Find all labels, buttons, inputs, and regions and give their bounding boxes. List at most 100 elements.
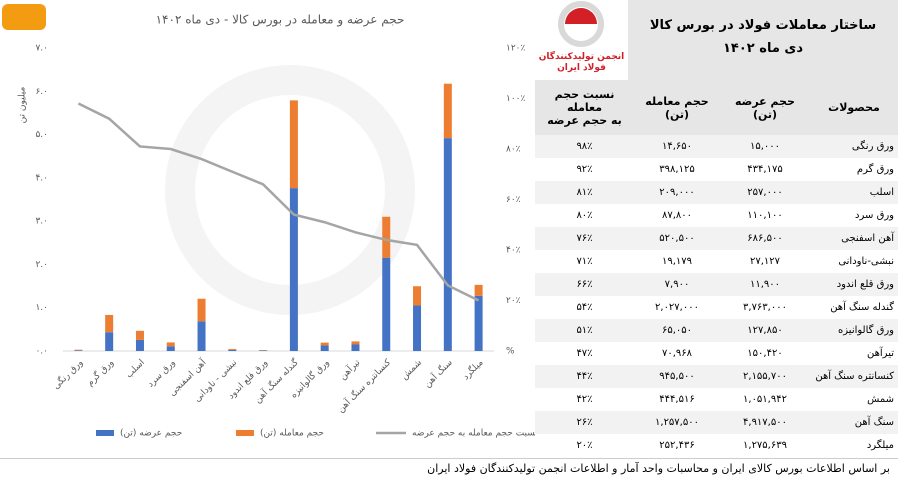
bar	[321, 343, 329, 346]
bar	[136, 340, 144, 351]
bar	[167, 346, 175, 351]
table-cell: کنسانتره سنگ آهن	[810, 365, 898, 388]
table-cell: ۹۴۵,۵۰۰	[634, 365, 720, 388]
table-cell: ۲,۱۵۵,۷۰۰	[720, 365, 810, 388]
x-tick-label: شمش	[400, 358, 424, 382]
table-cell: ورق قلع اندود	[810, 273, 898, 296]
table-cell: آهن اسفنجی	[810, 227, 898, 250]
table-cell: ۲۶٪	[535, 411, 634, 434]
bar	[444, 84, 452, 138]
y-tick-label: ۶.۰	[35, 87, 48, 97]
bar	[351, 341, 359, 344]
table-cell: ۵۲۰,۵۰۰	[634, 227, 720, 250]
table-cell: ۱۱۰,۱۰۰	[720, 204, 810, 227]
x-tick-label: ورق رنگی	[50, 356, 85, 391]
brand-logo	[2, 4, 46, 30]
table-cell: ورق گالوانیزه	[810, 319, 898, 342]
table-cell: ۴۳۴,۱۷۵	[720, 158, 810, 181]
logo-text: انجمن تولیدکنندگان فولاد ایران	[535, 52, 628, 74]
table-cell: ورق گرم	[810, 158, 898, 181]
footer: بر اساس اطلاعات بورس کالای ایران و محاسب…	[0, 458, 898, 481]
y-tick-label: ۳.۰	[35, 217, 48, 227]
table-cell: ۱,۰۵۱,۹۴۲	[720, 388, 810, 411]
table-cell: شمش	[810, 388, 898, 411]
bar	[228, 350, 236, 351]
table-cell: ۶۵,۰۵۰	[634, 319, 720, 342]
table-cell: ۳,۷۶۳,۰۰۰	[720, 296, 810, 319]
y-tick-label: ۷.۰	[35, 44, 48, 54]
x-tick-label: کنسانتره سنگ آهن	[335, 356, 394, 415]
x-tick-label: ورق سرد	[146, 358, 178, 390]
table-cell: ۱۵۰,۴۲۰	[720, 342, 810, 365]
bar	[290, 100, 298, 188]
table-cell: ۱۴,۶۵۰	[634, 135, 720, 158]
table-cell: میلگرد	[810, 434, 898, 457]
org-logo: انجمن تولیدکنندگان فولاد ایران	[535, 0, 628, 80]
x-tick-label: ورق گرم	[84, 356, 116, 388]
table-title: ساختار معاملات فولاد در بورس کالا	[628, 18, 898, 33]
table-cell: ۲۵۷,۰۰۰	[720, 181, 810, 204]
chart-title: حجم عرضه و معامله در بورس کالا - دی ماه …	[156, 13, 405, 28]
table-cell: ۱۵,۰۰۰	[720, 135, 810, 158]
table-subtitle: دی ماه ۱۴۰۲	[628, 41, 898, 56]
bar	[382, 217, 390, 258]
bar	[167, 342, 175, 346]
bar	[382, 258, 390, 351]
table-cell: ۱۹,۱۷۹	[634, 250, 720, 273]
bar	[136, 331, 144, 340]
y2-tick-label: ۲۰٪	[506, 296, 521, 306]
bar	[475, 285, 483, 296]
legend-swatch	[96, 430, 114, 436]
table-cell: ۱۱,۹۰۰	[720, 273, 810, 296]
y2-tick-label: ۶۰٪	[506, 195, 521, 205]
table-cell: ۴۴٪	[535, 365, 634, 388]
table-cell: ۸۱٪	[535, 181, 634, 204]
table-cell: ۲۰٪	[535, 434, 634, 457]
y2-tick-label: ۱۲۰٪	[506, 44, 526, 54]
y2-tick-label: %	[506, 347, 515, 357]
table-cell: ۲۰۹,۰۰۰	[634, 181, 720, 204]
table-cell: ۳۹۸,۱۲۵	[634, 158, 720, 181]
table-cell: ۹۸٪	[535, 135, 634, 158]
column-header: حجم عرضه (تن)	[720, 80, 810, 135]
bar	[74, 350, 82, 351]
table-cell: ۴۷٪	[535, 342, 634, 365]
table-cell: ۶۶٪	[535, 273, 634, 296]
table-cell: ۵۴٪	[535, 296, 634, 319]
x-tick-label: تیرآهن	[337, 356, 363, 382]
x-tick-label: میلگرد	[460, 356, 486, 382]
bar	[413, 286, 421, 305]
y2-tick-label: ۱۰۰٪	[506, 94, 526, 104]
table-cell: ۸۷,۸۰۰	[634, 204, 720, 227]
y-tick-label: ۴.۰	[35, 173, 48, 183]
table-cell: ۷۰,۹۶۸	[634, 342, 720, 365]
table-cell: ۶۸۶,۵۰۰	[720, 227, 810, 250]
bar	[228, 349, 236, 350]
table-cell: ۱,۲۵۷,۵۰۰	[634, 411, 720, 434]
table-cell: تیرآهن	[810, 342, 898, 365]
bar	[105, 315, 113, 332]
table-cell: ۷۱٪	[535, 250, 634, 273]
bar	[413, 305, 421, 351]
bar	[198, 299, 206, 322]
y-tick-label: ۱.۰	[35, 303, 48, 313]
y2-tick-label: ۸۰٪	[506, 145, 521, 155]
y-tick-label: ۲.۰	[35, 260, 48, 270]
column-header: محصولات	[810, 80, 898, 135]
table-cell: ۲۷,۱۲۷	[720, 250, 810, 273]
table-cell: ۸۰٪	[535, 204, 634, 227]
y-axis-title: میلیون تن	[18, 86, 28, 123]
bar	[198, 321, 206, 351]
bar	[351, 344, 359, 351]
logo-mark	[535, 0, 628, 48]
legend-swatch	[236, 430, 254, 436]
x-tick-label: اسلب	[124, 358, 147, 381]
